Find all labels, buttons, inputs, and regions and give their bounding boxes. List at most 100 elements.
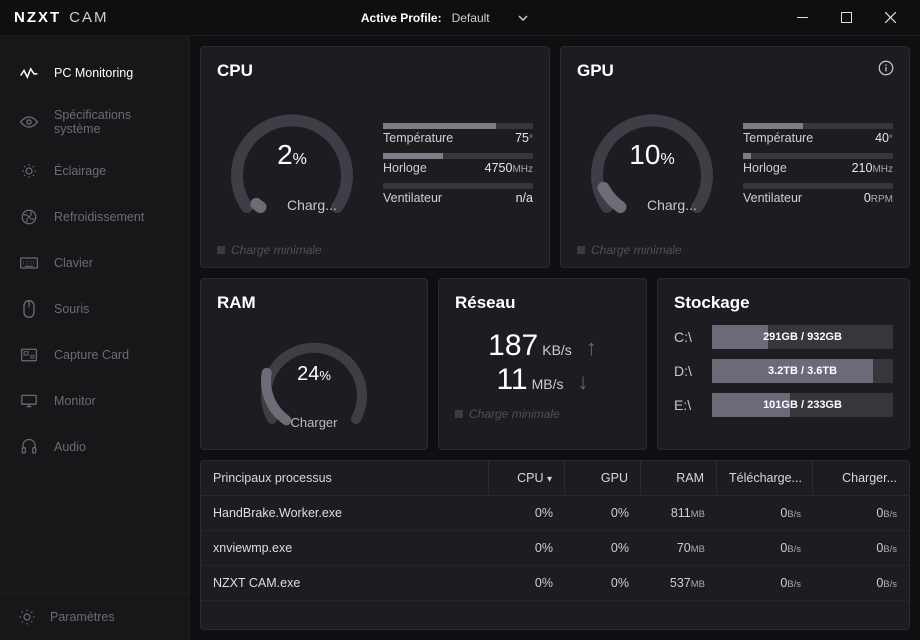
storage-title: Stockage [674, 293, 893, 313]
light-icon [18, 160, 40, 182]
gpu-charge-min: Charge minimale [577, 243, 893, 257]
process-name: xnviewmp.exe [201, 531, 489, 565]
process-gpu: 0% [565, 566, 641, 600]
net-up-value: 11 [496, 363, 527, 397]
process-name: NZXT CAM.exe [201, 566, 489, 600]
process-row[interactable]: NZXT CAM.exe 0% 0% 537MB 0B/s 0B/s [201, 566, 909, 601]
cpu-charge-min: Charge minimale [217, 243, 533, 257]
stat-bar [383, 123, 533, 129]
storage-card: Stockage C:\ 291GB / 932GB D:\ 3.2TB / 3… [657, 278, 910, 450]
profile-dropdown[interactable]: Default [452, 11, 528, 25]
col-process-name[interactable]: Principaux processus [201, 461, 489, 495]
eye-icon [18, 111, 40, 133]
stat-name: Horloge [383, 161, 427, 175]
process-upload: 0B/s [813, 566, 909, 600]
network-title: Réseau [455, 293, 630, 313]
brand-cam: CAM [69, 9, 108, 26]
gpu-card: GPU 10% Charg... Température40° Horloge2… [560, 46, 910, 268]
stat-row: Température 75° [383, 123, 533, 145]
sidebar-item-monitoring[interactable]: PC Monitoring [0, 50, 189, 96]
col-upload[interactable]: Charger... [813, 461, 909, 495]
cpu-load-label: Charg... [287, 197, 377, 213]
stat-value: 0RPM [864, 191, 893, 205]
drive-bar: 3.2TB / 3.6TB [712, 359, 893, 383]
sidebar-settings[interactable]: Paramètres [0, 593, 189, 640]
mouse-icon [18, 298, 40, 320]
process-cpu: 0% [489, 566, 565, 600]
sidebar-item-cooling[interactable]: Refroidissement [0, 194, 189, 240]
sidebar-item-label: Audio [54, 440, 86, 454]
gpu-gauge: 10% Charg... [577, 87, 727, 237]
arrow-down-icon: ↓ [578, 369, 589, 395]
process-ram: 70MB [641, 531, 717, 565]
cpu-load-value: 2 [277, 139, 293, 170]
ram-gauge: 24% Charger [244, 319, 384, 439]
drive-usage: 291GB / 932GB [763, 331, 842, 343]
drive-letter: D:\ [674, 363, 702, 379]
maximize-button[interactable] [824, 0, 868, 36]
sidebar-item-light[interactable]: Éclairage [0, 148, 189, 194]
sidebar-item-label: Spécifications système [54, 108, 171, 136]
info-icon[interactable] [877, 59, 895, 77]
sidebar-item-label: Clavier [54, 256, 93, 270]
col-cpu[interactable]: CPU ▾ [489, 461, 565, 495]
main-content: CPU 2% Charg... Température75° Horloge47… [190, 36, 920, 640]
arrow-up-icon: ↑ [586, 335, 597, 361]
sidebar-item-label: Refroidissement [54, 210, 144, 224]
stat-name: Ventilateur [383, 191, 442, 205]
stat-value: 210MHz [852, 161, 893, 175]
process-row[interactable]: xnviewmp.exe 0% 0% 70MB 0B/s 0B/s [201, 531, 909, 566]
process-download: 0B/s [717, 531, 813, 565]
process-upload: 0B/s [813, 496, 909, 530]
process-download: 0B/s [717, 566, 813, 600]
stat-value: 75° [515, 131, 533, 145]
sidebar-item-capture[interactable]: Capture Card [0, 332, 189, 378]
storage-drive: C:\ 291GB / 932GB [674, 325, 893, 349]
titlebar: NZXT CAM Active Profile: Default [0, 0, 920, 36]
stat-value: 40° [875, 131, 893, 145]
storage-drive: E:\ 101GB / 233GB [674, 393, 893, 417]
stat-name: Température [383, 131, 453, 145]
stat-value: n/a [516, 191, 533, 205]
process-row[interactable]: HandBrake.Worker.exe 0% 0% 811MB 0B/s 0B… [201, 496, 909, 531]
stat-name: Ventilateur [743, 191, 802, 205]
stat-bar [743, 183, 893, 189]
ram-card: RAM 24% Charger [200, 278, 428, 450]
cpu-card: CPU 2% Charg... Température75° Horloge47… [200, 46, 550, 268]
net-up-unit: MB/s [532, 376, 564, 392]
sidebar-item-monitor[interactable]: Monitor [0, 378, 189, 424]
stat-row: Température40° [743, 123, 893, 145]
col-ram[interactable]: RAM [641, 461, 717, 495]
stat-row: Ventilateur 0RPM [743, 183, 893, 205]
sidebar-item-label: Souris [54, 302, 89, 316]
profile-value: Default [452, 11, 490, 25]
minimize-button[interactable] [780, 0, 824, 36]
sidebar-item-label: Capture Card [54, 348, 129, 362]
process-ram: 537MB [641, 566, 717, 600]
sidebar-item-mouse[interactable]: Souris [0, 286, 189, 332]
ram-title: RAM [217, 293, 411, 313]
cooling-icon [18, 206, 40, 228]
process-download: 0B/s [717, 496, 813, 530]
window-controls [780, 0, 912, 36]
sidebar-item-audio[interactable]: Audio [0, 424, 189, 470]
process-cpu: 0% [489, 496, 565, 530]
sidebar-item-keyboard[interactable]: Clavier [0, 240, 189, 286]
audio-icon [18, 436, 40, 458]
sidebar: PC Monitoring Spécifications système Éclai… [0, 36, 190, 640]
process-ram: 811MB [641, 496, 717, 530]
network-card: Réseau 187 KB/s ↑ 11 MB/s ↓ Char [438, 278, 647, 450]
col-download[interactable]: Télécharge... [717, 461, 813, 495]
close-button[interactable] [868, 0, 912, 36]
net-down-value: 187 [488, 329, 538, 363]
sidebar-item-eye[interactable]: Spécifications système [0, 96, 189, 148]
gear-icon [18, 608, 36, 626]
stat-bar [383, 183, 533, 189]
col-gpu[interactable]: GPU [565, 461, 641, 495]
drive-bar: 291GB / 932GB [712, 325, 893, 349]
drive-usage: 3.2TB / 3.6TB [768, 365, 837, 377]
monitoring-icon [18, 62, 40, 84]
stat-value: 4750MHz [485, 161, 533, 175]
cpu-gauge: 2% Charg... [217, 87, 367, 237]
processes-card: Principaux processus CPU ▾ GPU RAM Téléc… [200, 460, 910, 630]
